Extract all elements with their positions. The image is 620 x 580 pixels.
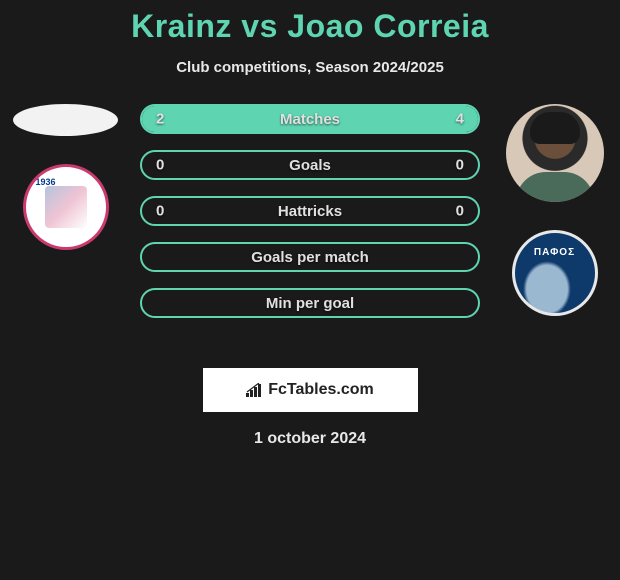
player-left-club-badge xyxy=(23,164,109,250)
stat-label: Goals xyxy=(289,157,331,174)
stat-value-right: 4 xyxy=(456,111,464,128)
stat-label: Min per goal xyxy=(266,295,354,312)
brand-watermark: FcTables.com xyxy=(203,368,418,412)
stat-label: Goals per match xyxy=(251,249,369,266)
player-right-avatar xyxy=(506,104,604,202)
stat-value-left: 0 xyxy=(156,203,164,220)
stat-value-right: 0 xyxy=(456,157,464,174)
snapshot-date: 1 october 2024 xyxy=(0,430,620,448)
comparison-content: 2 Matches 4 0 Goals 0 0 Hattricks 0 Goal… xyxy=(0,104,620,364)
stat-bar-matches: 2 Matches 4 xyxy=(140,104,480,134)
stat-bar-min-per-goal: Min per goal xyxy=(140,288,480,318)
stat-value-left: 2 xyxy=(156,111,164,128)
stat-bar-hattricks: 0 Hattricks 0 xyxy=(140,196,480,226)
stat-value-right: 0 xyxy=(456,203,464,220)
stat-value-left: 0 xyxy=(156,157,164,174)
chart-icon xyxy=(246,383,264,397)
stat-bars: 2 Matches 4 0 Goals 0 0 Hattricks 0 Goal… xyxy=(140,104,480,334)
stat-label: Matches xyxy=(280,111,340,128)
brand-text: FcTables.com xyxy=(268,381,374,399)
stat-bar-goals-per-match: Goals per match xyxy=(140,242,480,272)
player-right-column xyxy=(497,104,612,316)
page-title: Krainz vs Joao Correia xyxy=(0,0,620,45)
stat-label: Hattricks xyxy=(278,203,342,220)
player-right-club-badge xyxy=(512,230,598,316)
page-subtitle: Club competitions, Season 2024/2025 xyxy=(0,59,620,76)
player-left-column xyxy=(8,104,123,250)
player-left-avatar-placeholder xyxy=(13,104,118,136)
stat-bar-goals: 0 Goals 0 xyxy=(140,150,480,180)
